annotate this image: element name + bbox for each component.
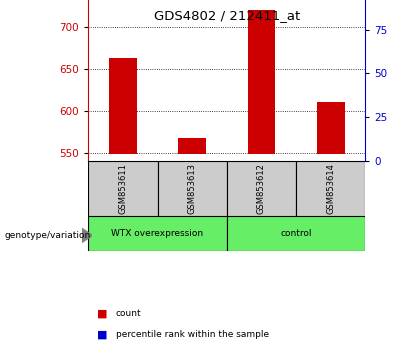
Bar [178, 138, 206, 154]
Bar [317, 102, 345, 154]
Polygon shape [82, 228, 92, 242]
Bar [158, 161, 227, 216]
Text: GSM853614: GSM853614 [326, 163, 335, 214]
Bar [296, 161, 365, 216]
Text: genotype/variation: genotype/variation [4, 231, 90, 240]
Bar [109, 58, 137, 154]
Text: WTX overexpression: WTX overexpression [111, 229, 204, 238]
Text: GDS4802 / 212411_at: GDS4802 / 212411_at [154, 9, 300, 22]
Text: GSM853612: GSM853612 [257, 163, 266, 214]
Bar [88, 161, 158, 216]
Text: GSM853613: GSM853613 [188, 163, 197, 214]
Text: ■: ■ [97, 308, 107, 318]
Text: GSM853611: GSM853611 [118, 163, 127, 214]
Text: ■: ■ [97, 330, 107, 339]
Text: count: count [116, 309, 141, 318]
Text: control: control [281, 229, 312, 238]
Bar [248, 11, 276, 154]
Bar [227, 216, 365, 251]
Bar [227, 161, 296, 216]
Bar [88, 216, 227, 251]
Text: percentile rank within the sample: percentile rank within the sample [116, 330, 269, 339]
